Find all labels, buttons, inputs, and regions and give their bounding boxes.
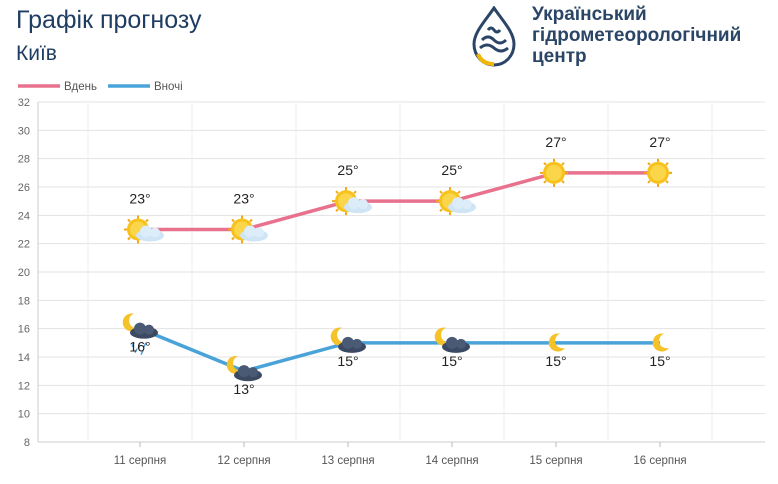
org-line-2: гідрометеорологічний (532, 25, 742, 46)
day-temp-label: 27° (545, 134, 566, 150)
y-tick-label: 10 (18, 409, 30, 421)
y-tick-label: 16 (18, 324, 30, 336)
moon-cloud-icon (434, 327, 470, 353)
y-tick-label: 26 (18, 182, 30, 194)
moon-rain-cloud-icon (122, 313, 158, 356)
legend-label-night: Вночі (154, 81, 183, 93)
x-tick-label: 16 серпня (633, 455, 686, 467)
sun-cloud-icon (435, 186, 476, 217)
day-temp-label: 25° (337, 162, 358, 178)
legend-label-day: Вдень (64, 81, 97, 93)
sun-icon (643, 157, 673, 188)
night-temp-label: 13° (233, 381, 254, 397)
city-name: Київ (16, 42, 57, 65)
y-tick-label: 24 (18, 210, 30, 222)
x-tick-label: 12 серпня (217, 455, 270, 467)
x-tick-label: 11 серпня (114, 455, 166, 467)
y-tick-label: 22 (18, 239, 30, 251)
water-drop-logo-icon (472, 6, 516, 67)
x-tick-label: 14 серпня (425, 455, 478, 467)
y-tick-label: 20 (18, 267, 30, 279)
sun-icon (539, 157, 569, 188)
night-temp-label: 15° (649, 353, 670, 369)
chart-title: Графік прогнозу (16, 6, 202, 34)
y-tick-label: 32 (18, 97, 30, 109)
y-tick-label: 12 (18, 380, 30, 392)
x-tick-label: 15 серпня (529, 455, 582, 467)
sun-cloud-icon (227, 214, 268, 245)
organization-name: Український гідрометеорологічний центр (532, 4, 772, 67)
y-tick-label: 18 (18, 295, 30, 307)
sun-cloud-icon (123, 214, 164, 245)
night-temp-label: 16° (129, 339, 150, 355)
y-tick-label: 14 (18, 352, 30, 364)
night-temp-label: 15° (337, 353, 358, 369)
org-line-1: Український (532, 4, 647, 25)
day-temp-label: 25° (441, 162, 462, 178)
night-temp-label: 15° (441, 353, 462, 369)
moon-cloud-icon (330, 327, 366, 353)
y-tick-label: 28 (18, 154, 30, 166)
org-line-3: центр (532, 46, 587, 67)
day-temp-label: 23° (233, 191, 254, 207)
y-tick-label: 30 (18, 125, 30, 137)
night-temp-label: 15° (545, 353, 566, 369)
x-tick-label: 13 серпня (321, 455, 374, 467)
sun-cloud-icon (331, 186, 372, 217)
y-tick-label: 8 (24, 437, 30, 449)
moon-icon (652, 333, 669, 352)
day-temp-label: 23° (129, 191, 150, 207)
night-temperature-line (139, 327, 660, 374)
day-temp-label: 27° (649, 134, 670, 150)
day-temperature-line (140, 171, 660, 232)
